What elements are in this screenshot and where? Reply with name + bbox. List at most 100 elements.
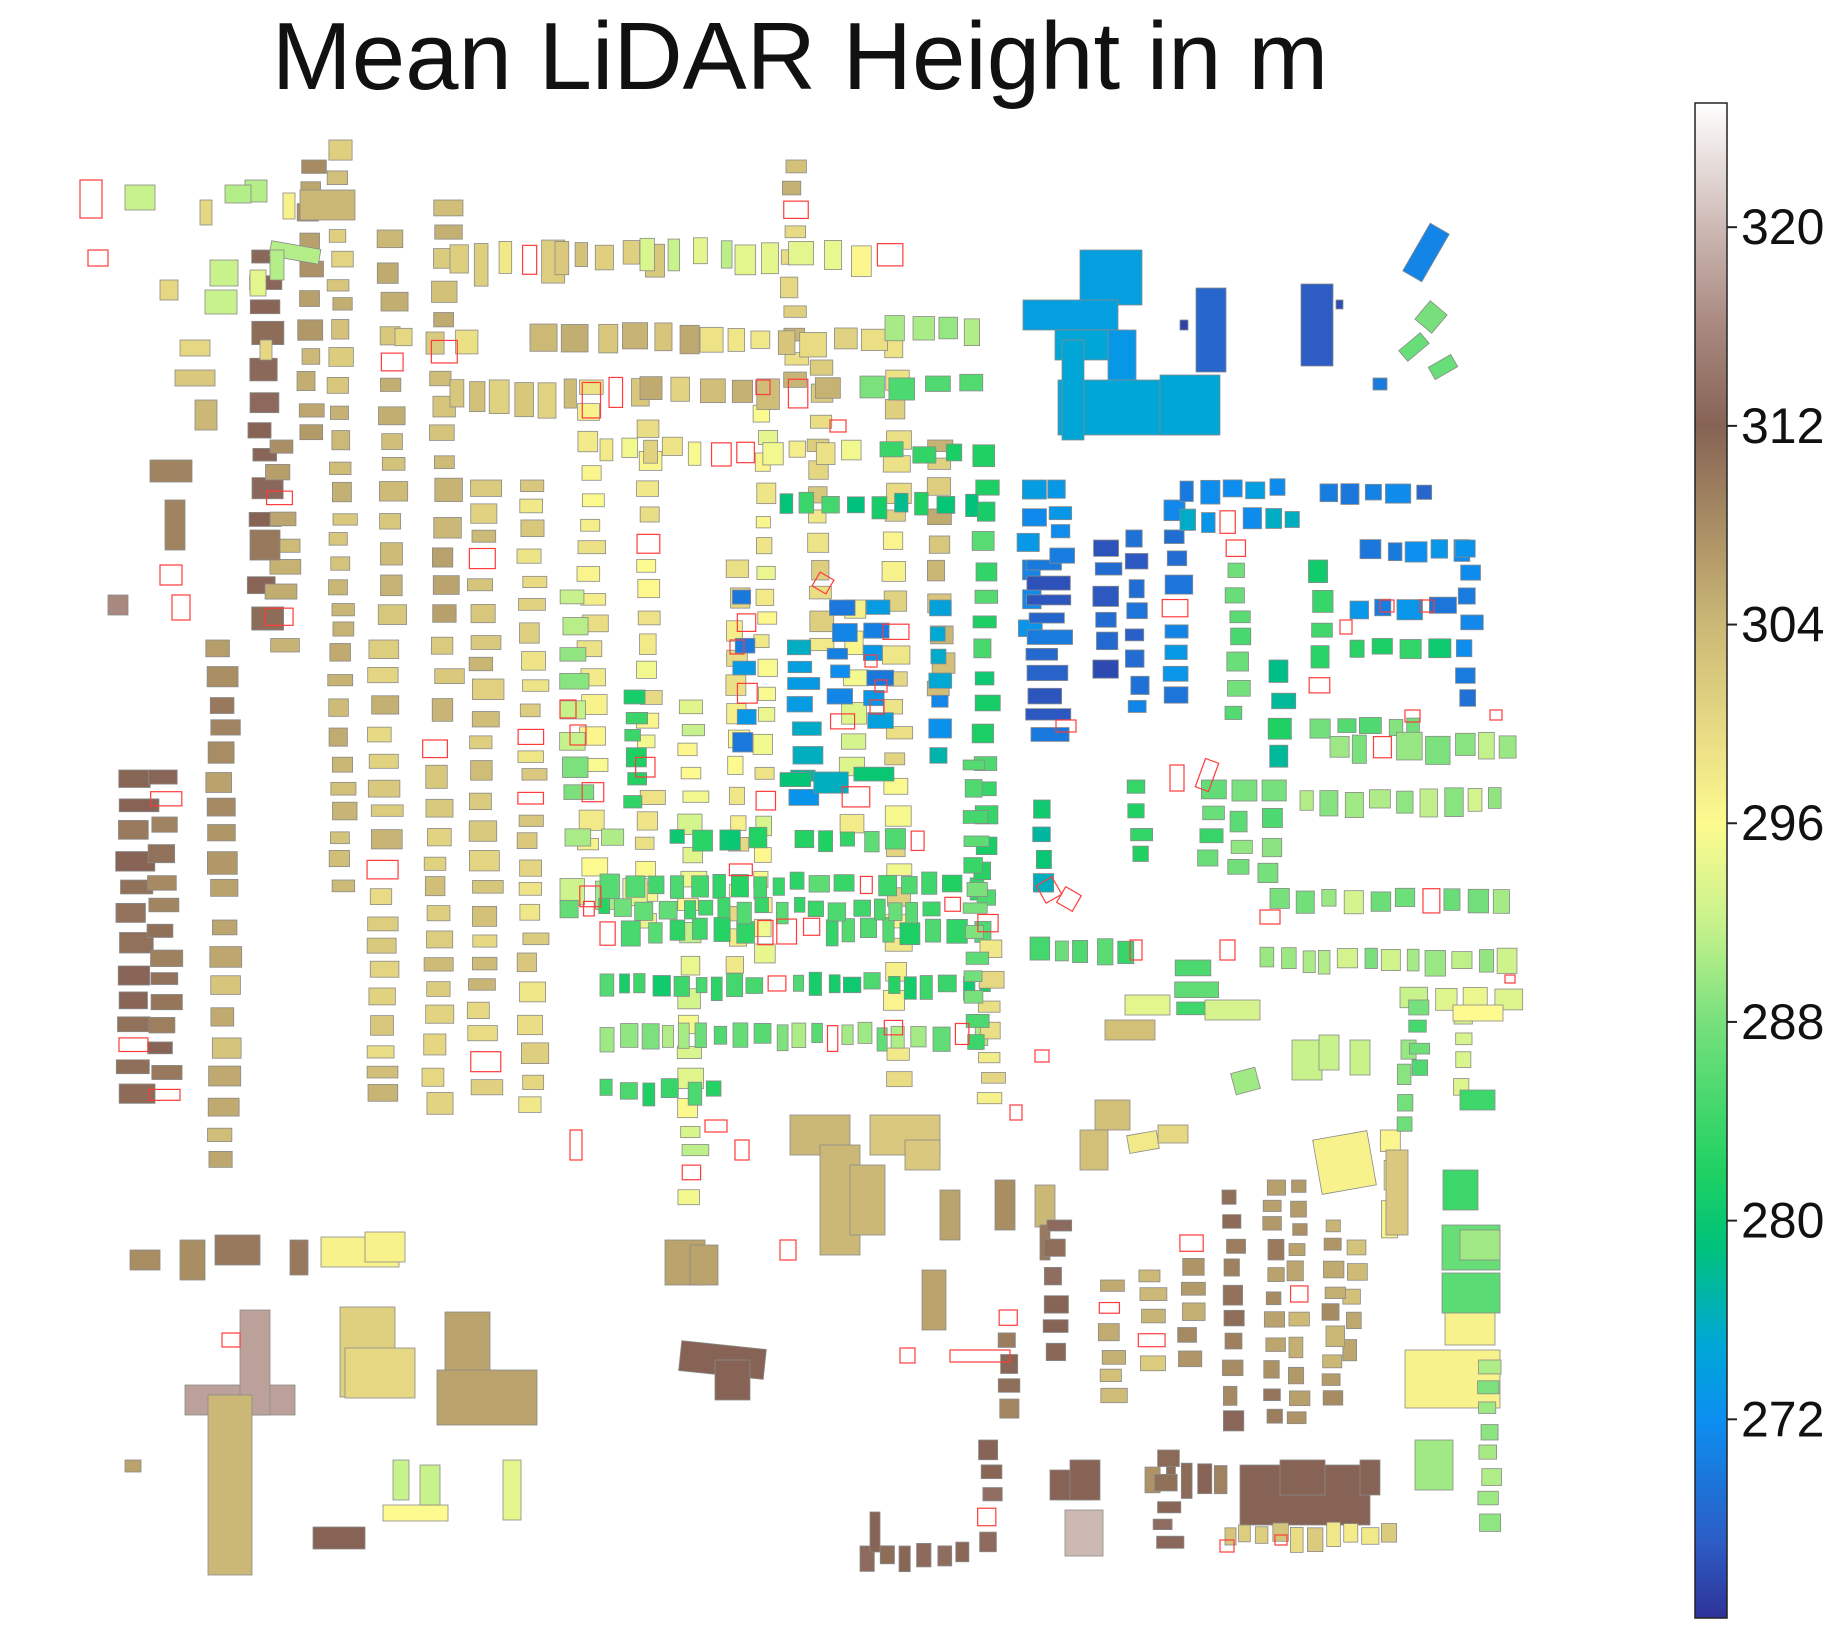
building-footprint xyxy=(469,381,486,413)
building-footprint xyxy=(332,801,358,821)
building-footprint xyxy=(370,804,404,817)
no-data-footprint xyxy=(599,921,616,946)
building-footprint xyxy=(559,647,587,662)
building-footprint xyxy=(731,874,749,898)
building-footprint xyxy=(1414,1439,1454,1491)
building-footprint xyxy=(423,856,447,871)
building-footprint xyxy=(754,766,775,780)
building-footprint xyxy=(661,1025,674,1048)
building-footprint xyxy=(426,930,454,949)
no-data-footprint xyxy=(1055,885,1083,913)
building-footprint xyxy=(619,973,630,994)
building-footprint xyxy=(639,506,660,523)
building-footprint xyxy=(808,875,830,893)
colorbar-gradient xyxy=(1694,102,1728,1619)
building-footprint xyxy=(581,857,609,877)
building-footprint xyxy=(1094,562,1123,576)
building-footprint xyxy=(809,610,835,633)
building-footprint xyxy=(147,875,177,891)
building-footprint xyxy=(1229,610,1251,624)
no-data-footprint xyxy=(899,1347,916,1364)
building-footprint xyxy=(713,1025,728,1045)
building-footprint xyxy=(745,977,764,994)
building-footprint xyxy=(884,828,906,850)
building-footprint xyxy=(830,664,851,679)
building-footprint xyxy=(563,378,577,409)
building-footprint xyxy=(370,829,403,850)
building-footprint xyxy=(1335,299,1344,310)
building-footprint xyxy=(1127,700,1147,713)
building-footprint xyxy=(901,876,918,895)
colorbar-tick-label: 296 xyxy=(1741,795,1824,851)
no-data-footprint xyxy=(783,200,809,220)
building-footprint xyxy=(577,403,600,421)
no-data-footprint xyxy=(1504,974,1516,984)
building-footprint xyxy=(1302,950,1316,974)
building-footprint xyxy=(580,593,607,606)
building-footprint xyxy=(787,660,813,674)
building-footprint xyxy=(574,242,589,267)
building-footprint xyxy=(756,482,777,505)
building-footprint xyxy=(502,1459,522,1521)
building-footprint xyxy=(1286,1260,1304,1282)
building-footprint xyxy=(559,899,579,919)
no-data-footprint xyxy=(1289,1285,1309,1303)
building-footprint xyxy=(1443,888,1461,911)
building-footprint xyxy=(376,262,399,284)
building-footprint xyxy=(750,330,771,349)
building-footprint xyxy=(974,671,995,686)
no-data-footprint xyxy=(582,900,595,917)
building-footprint xyxy=(825,919,839,947)
building-footprint xyxy=(224,184,252,204)
building-footprint xyxy=(963,970,983,983)
building-footprint xyxy=(1097,938,1114,966)
no-data-footprint xyxy=(977,913,999,933)
building-footprint xyxy=(1325,1219,1341,1233)
building-footprint xyxy=(522,1074,545,1090)
no-data-footprint xyxy=(264,607,294,626)
building-footprint xyxy=(677,742,698,757)
building-footprint xyxy=(717,897,731,919)
building-footprint xyxy=(1048,506,1073,521)
building-footprint xyxy=(328,698,349,717)
building-footprint xyxy=(636,811,658,831)
building-footprint xyxy=(518,814,544,827)
building-footprint xyxy=(1179,319,1189,331)
building-footprint xyxy=(207,824,236,842)
building-footprint xyxy=(912,316,935,341)
building-footprint xyxy=(599,438,614,462)
no-data-footprint xyxy=(1219,939,1236,961)
building-footprint xyxy=(380,574,403,597)
building-footprint xyxy=(884,399,906,420)
building-footprint xyxy=(879,441,904,458)
no-data-footprint xyxy=(636,533,661,554)
building-footprint xyxy=(922,901,941,917)
building-footprint xyxy=(368,639,400,659)
building-footprint xyxy=(714,1359,751,1401)
building-footprint xyxy=(1222,1284,1243,1306)
building-footprint xyxy=(1262,807,1283,828)
building-footprint xyxy=(559,700,586,720)
building-footprint xyxy=(1242,507,1262,530)
no-data-footprint xyxy=(736,613,757,632)
building-footprint xyxy=(419,1464,441,1506)
building-footprint xyxy=(882,645,911,665)
building-footprint xyxy=(1096,631,1119,651)
building-footprint xyxy=(599,1078,613,1096)
building-footprint xyxy=(1202,805,1225,821)
no-data-footprint xyxy=(829,713,856,730)
building-footprint xyxy=(652,975,671,997)
building-footprint xyxy=(732,660,756,676)
building-footprint xyxy=(1288,1336,1304,1359)
building-footprint xyxy=(1036,849,1052,869)
building-footprint xyxy=(1369,789,1391,809)
building-footprint xyxy=(1271,692,1297,710)
building-footprint xyxy=(732,1022,749,1048)
no-data-footprint xyxy=(859,875,873,895)
building-footprint xyxy=(885,726,914,740)
building-footprint xyxy=(1230,839,1253,854)
building-footprint xyxy=(1154,1473,1178,1492)
building-footprint xyxy=(1477,1490,1499,1506)
building-footprint xyxy=(207,1097,240,1117)
no-data-footprint xyxy=(882,623,910,641)
